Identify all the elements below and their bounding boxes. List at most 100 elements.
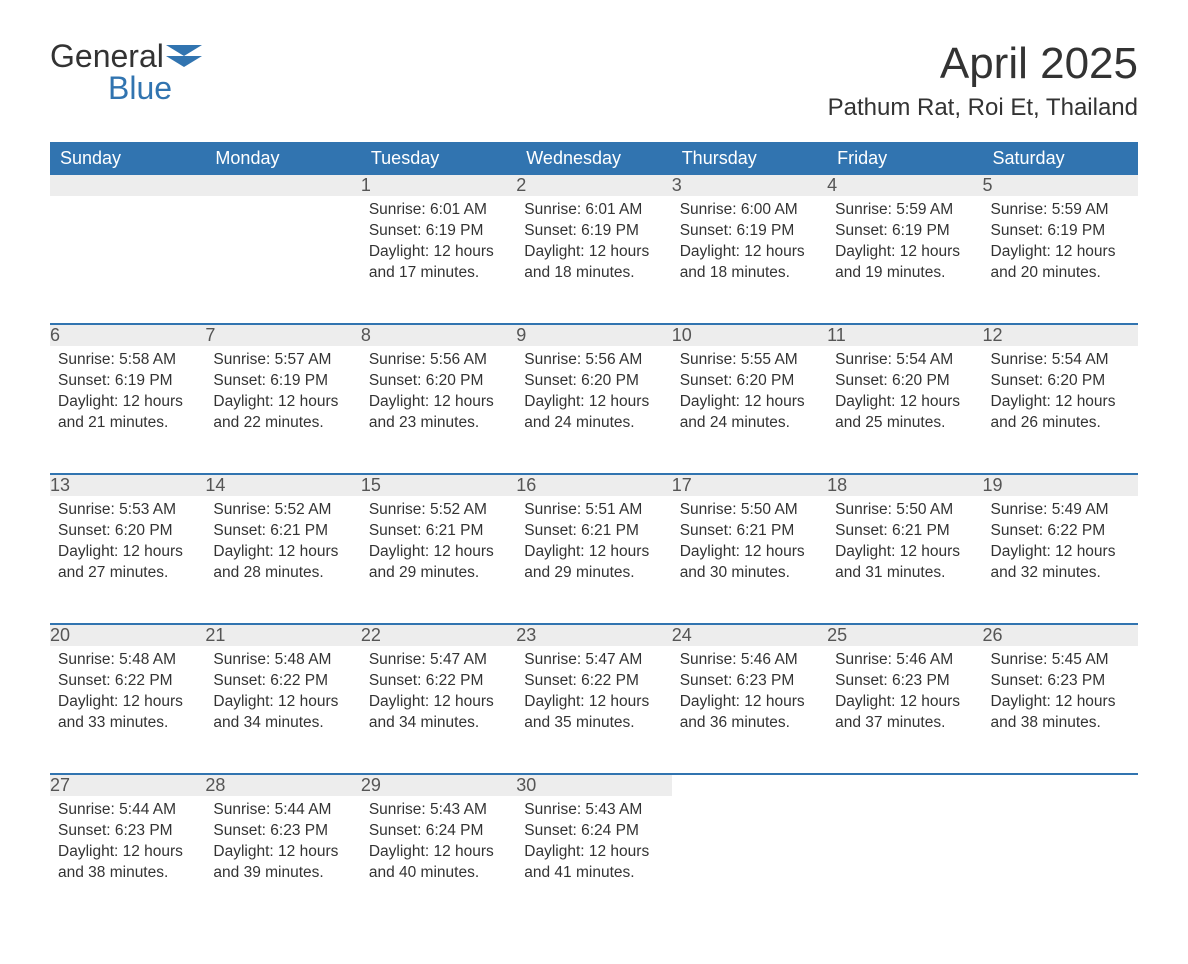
day-sunrise: Sunrise: 5:54 AM xyxy=(835,350,974,371)
day-sunset: Sunset: 6:22 PM xyxy=(369,671,508,692)
day-cell: Sunrise: 5:48 AMSunset: 6:22 PMDaylight:… xyxy=(50,646,205,774)
day-number-cell xyxy=(50,175,205,196)
day-d1: Daylight: 12 hours xyxy=(213,842,352,863)
day-d1: Daylight: 12 hours xyxy=(835,692,974,713)
day-sunrise: Sunrise: 5:53 AM xyxy=(58,500,197,521)
day-number-cell: 13 xyxy=(50,474,205,496)
day-d2: and 36 minutes. xyxy=(680,713,819,734)
day-sunrise: Sunrise: 5:58 AM xyxy=(58,350,197,371)
day-cell: Sunrise: 5:43 AMSunset: 6:24 PMDaylight:… xyxy=(516,796,671,924)
day-sunset: Sunset: 6:19 PM xyxy=(680,221,819,242)
weekday-header: Saturday xyxy=(983,142,1138,175)
day-sunrise: Sunrise: 5:59 AM xyxy=(991,200,1130,221)
day-d2: and 17 minutes. xyxy=(369,263,508,284)
day-d2: and 34 minutes. xyxy=(213,713,352,734)
day-d1: Daylight: 12 hours xyxy=(58,542,197,563)
day-sunrise: Sunrise: 5:54 AM xyxy=(991,350,1130,371)
day-sunset: Sunset: 6:21 PM xyxy=(369,521,508,542)
day-sunrise: Sunrise: 5:45 AM xyxy=(991,650,1130,671)
day-sunset: Sunset: 6:19 PM xyxy=(835,221,974,242)
day-sunrise: Sunrise: 5:55 AM xyxy=(680,350,819,371)
day-sunrise: Sunrise: 5:47 AM xyxy=(369,650,508,671)
title-block: April 2025 Pathum Rat, Roi Et, Thailand xyxy=(828,40,1138,122)
day-sunrise: Sunrise: 5:48 AM xyxy=(213,650,352,671)
day-d2: and 22 minutes. xyxy=(213,413,352,434)
day-d2: and 28 minutes. xyxy=(213,563,352,584)
day-sunrise: Sunrise: 6:00 AM xyxy=(680,200,819,221)
day-d2: and 18 minutes. xyxy=(524,263,663,284)
day-d2: and 29 minutes. xyxy=(369,563,508,584)
day-sunset: Sunset: 6:22 PM xyxy=(213,671,352,692)
calendar-body: 12345Sunrise: 6:01 AMSunset: 6:19 PMDayl… xyxy=(50,175,1138,924)
day-d1: Daylight: 12 hours xyxy=(835,542,974,563)
calendar-head: SundayMondayTuesdayWednesdayThursdayFrid… xyxy=(50,142,1138,175)
day-d2: and 21 minutes. xyxy=(58,413,197,434)
flag-icon xyxy=(166,54,202,71)
day-number-cell: 11 xyxy=(827,324,982,346)
day-d2: and 34 minutes. xyxy=(369,713,508,734)
day-number-cell: 29 xyxy=(361,774,516,796)
day-number-cell: 28 xyxy=(205,774,360,796)
day-cell: Sunrise: 5:50 AMSunset: 6:21 PMDaylight:… xyxy=(672,496,827,624)
day-number-cell: 24 xyxy=(672,624,827,646)
day-cell: Sunrise: 5:48 AMSunset: 6:22 PMDaylight:… xyxy=(205,646,360,774)
day-number-cell: 15 xyxy=(361,474,516,496)
day-number-cell: 10 xyxy=(672,324,827,346)
day-number-cell: 6 xyxy=(50,324,205,346)
day-d2: and 27 minutes. xyxy=(58,563,197,584)
day-number-cell: 12 xyxy=(983,324,1138,346)
day-cell xyxy=(672,796,827,924)
day-number-cell xyxy=(205,175,360,196)
day-d2: and 39 minutes. xyxy=(213,863,352,884)
day-d1: Daylight: 12 hours xyxy=(369,242,508,263)
day-cell: Sunrise: 5:53 AMSunset: 6:20 PMDaylight:… xyxy=(50,496,205,624)
day-sunset: Sunset: 6:23 PM xyxy=(680,671,819,692)
day-number-cell: 7 xyxy=(205,324,360,346)
day-d2: and 18 minutes. xyxy=(680,263,819,284)
day-number-cell: 27 xyxy=(50,774,205,796)
day-sunrise: Sunrise: 5:43 AM xyxy=(369,800,508,821)
day-sunrise: Sunrise: 5:50 AM xyxy=(680,500,819,521)
day-cell: Sunrise: 5:56 AMSunset: 6:20 PMDaylight:… xyxy=(361,346,516,474)
day-sunrise: Sunrise: 6:01 AM xyxy=(524,200,663,221)
day-sunset: Sunset: 6:19 PM xyxy=(991,221,1130,242)
day-number-cell xyxy=(827,774,982,796)
day-sunset: Sunset: 6:23 PM xyxy=(58,821,197,842)
day-sunrise: Sunrise: 5:52 AM xyxy=(213,500,352,521)
day-sunset: Sunset: 6:20 PM xyxy=(991,371,1130,392)
day-d2: and 25 minutes. xyxy=(835,413,974,434)
day-sunset: Sunset: 6:22 PM xyxy=(991,521,1130,542)
day-d1: Daylight: 12 hours xyxy=(680,392,819,413)
day-cell: Sunrise: 5:51 AMSunset: 6:21 PMDaylight:… xyxy=(516,496,671,624)
day-sunset: Sunset: 6:20 PM xyxy=(680,371,819,392)
day-sunset: Sunset: 6:21 PM xyxy=(213,521,352,542)
day-d2: and 33 minutes. xyxy=(58,713,197,734)
day-number-cell: 21 xyxy=(205,624,360,646)
day-number-cell: 14 xyxy=(205,474,360,496)
day-cell xyxy=(983,796,1138,924)
day-number-cell: 3 xyxy=(672,175,827,196)
day-cell xyxy=(827,796,982,924)
day-sunrise: Sunrise: 5:46 AM xyxy=(835,650,974,671)
day-sunrise: Sunrise: 5:50 AM xyxy=(835,500,974,521)
day-sunset: Sunset: 6:19 PM xyxy=(369,221,508,242)
day-cell: Sunrise: 5:46 AMSunset: 6:23 PMDaylight:… xyxy=(672,646,827,774)
day-sunrise: Sunrise: 5:59 AM xyxy=(835,200,974,221)
day-d1: Daylight: 12 hours xyxy=(58,692,197,713)
month-title: April 2025 xyxy=(828,40,1138,88)
day-d1: Daylight: 12 hours xyxy=(680,542,819,563)
day-number-cell: 5 xyxy=(983,175,1138,196)
day-d1: Daylight: 12 hours xyxy=(991,242,1130,263)
day-d2: and 40 minutes. xyxy=(369,863,508,884)
day-d1: Daylight: 12 hours xyxy=(991,692,1130,713)
day-number-cell: 22 xyxy=(361,624,516,646)
day-sunset: Sunset: 6:24 PM xyxy=(369,821,508,842)
day-cell: Sunrise: 5:58 AMSunset: 6:19 PMDaylight:… xyxy=(50,346,205,474)
day-sunrise: Sunrise: 5:52 AM xyxy=(369,500,508,521)
day-sunrise: Sunrise: 5:56 AM xyxy=(369,350,508,371)
day-d2: and 38 minutes. xyxy=(991,713,1130,734)
day-sunrise: Sunrise: 5:56 AM xyxy=(524,350,663,371)
day-number-cell xyxy=(672,774,827,796)
day-d1: Daylight: 12 hours xyxy=(369,392,508,413)
day-cell: Sunrise: 6:01 AMSunset: 6:19 PMDaylight:… xyxy=(361,196,516,324)
